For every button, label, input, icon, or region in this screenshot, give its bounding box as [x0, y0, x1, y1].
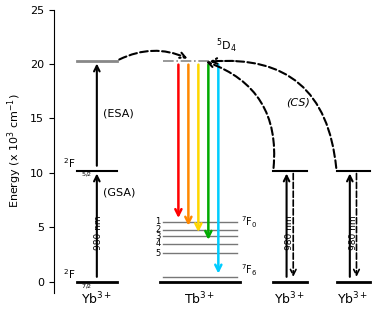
Text: $^2$F: $^2$F — [63, 156, 75, 170]
Text: Yb$^{3+}$: Yb$^{3+}$ — [338, 290, 369, 307]
Text: Tb$^{3+}$: Tb$^{3+}$ — [184, 290, 216, 307]
Text: 980 nm: 980 nm — [348, 215, 358, 250]
Text: 3: 3 — [155, 232, 161, 241]
Text: Yb$^{3+}$: Yb$^{3+}$ — [81, 290, 113, 307]
Text: $^2$F: $^2$F — [63, 267, 75, 281]
Y-axis label: Energy (x 10$^3$ cm$^{-1}$): Energy (x 10$^3$ cm$^{-1}$) — [5, 94, 24, 208]
Text: 980 nm: 980 nm — [285, 215, 294, 250]
Text: Yb$^{3+}$: Yb$^{3+}$ — [274, 290, 306, 307]
Text: $^7$F$_0$: $^7$F$_0$ — [241, 214, 257, 230]
Text: 5: 5 — [156, 249, 161, 258]
Text: 2: 2 — [156, 225, 161, 234]
Text: 1: 1 — [156, 218, 161, 226]
Text: $^5$D$_4$: $^5$D$_4$ — [216, 37, 237, 55]
Text: 4: 4 — [156, 239, 161, 248]
Text: (GSA): (GSA) — [103, 187, 136, 198]
Text: $_{7/2}$: $_{7/2}$ — [81, 282, 92, 291]
Text: $_{5/2}$: $_{5/2}$ — [81, 171, 92, 181]
Text: (CS): (CS) — [287, 97, 310, 107]
Text: 980 nm: 980 nm — [94, 215, 103, 250]
Text: (ESA): (ESA) — [103, 108, 134, 118]
Text: $^7$F$_6$: $^7$F$_6$ — [241, 262, 257, 278]
